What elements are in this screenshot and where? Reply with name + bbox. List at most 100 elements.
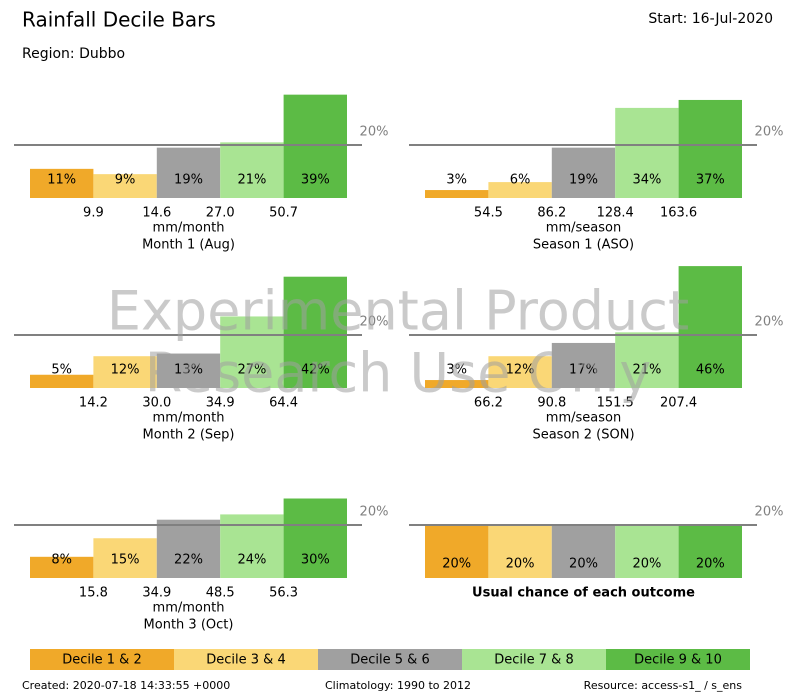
bar bbox=[425, 190, 489, 198]
start-date: Start: 16-Jul-2020 bbox=[648, 11, 773, 27]
bar bbox=[220, 316, 284, 388]
threshold-label: 34.9 bbox=[142, 586, 171, 601]
bar bbox=[425, 380, 489, 388]
threshold-label: 207.4 bbox=[660, 396, 697, 411]
threshold-label: 56.3 bbox=[269, 586, 298, 601]
value-label: 3% bbox=[446, 173, 467, 188]
region: Region: Dubbo bbox=[22, 46, 125, 62]
value-label: 13% bbox=[174, 363, 203, 378]
legend-swatch bbox=[30, 649, 174, 670]
bar bbox=[156, 519, 221, 578]
footer-created: Created: 2020-07-18 14:33:55 +0000 bbox=[22, 679, 230, 692]
bar bbox=[30, 374, 94, 388]
value-label: 20% bbox=[696, 557, 725, 572]
value-label: 8% bbox=[51, 553, 72, 568]
value-label: 15% bbox=[111, 553, 140, 568]
unit-label: mm/month bbox=[153, 221, 225, 236]
bar bbox=[551, 342, 616, 388]
unit-label: mm/month bbox=[153, 601, 225, 616]
reference-label: 20% bbox=[755, 315, 784, 330]
reference-label: 20% bbox=[360, 125, 389, 140]
legend-swatch bbox=[606, 649, 750, 670]
value-label: 9% bbox=[115, 173, 136, 188]
value-label: 12% bbox=[111, 363, 140, 378]
threshold-label: 14.6 bbox=[142, 206, 171, 221]
value-label: 37% bbox=[696, 173, 725, 188]
value-label: 20% bbox=[442, 557, 471, 572]
threshold-label: 50.7 bbox=[269, 206, 298, 221]
watermark: Experimental Product bbox=[107, 280, 689, 343]
threshold-label: 64.4 bbox=[269, 396, 298, 411]
value-label: 5% bbox=[51, 363, 72, 378]
legend-label: Decile 3 & 4 bbox=[206, 653, 285, 668]
value-label: 42% bbox=[301, 363, 330, 378]
threshold-label: 30.0 bbox=[142, 396, 171, 411]
panel-title: Season 2 (SON) bbox=[532, 428, 634, 443]
value-label: 17% bbox=[569, 363, 598, 378]
bar bbox=[93, 174, 157, 198]
unit-label: mm/season bbox=[546, 221, 621, 236]
bar bbox=[425, 525, 489, 578]
value-label: 20% bbox=[569, 557, 598, 572]
bar bbox=[93, 538, 157, 578]
threshold-label: 86.2 bbox=[537, 206, 566, 221]
threshold-label: 34.9 bbox=[206, 396, 235, 411]
bar bbox=[551, 147, 616, 198]
panel-title: Month 1 (Aug) bbox=[142, 238, 235, 253]
panel-title: Season 1 (ASO) bbox=[533, 238, 634, 253]
bar bbox=[156, 147, 221, 198]
reference-label: 20% bbox=[360, 505, 389, 520]
bar bbox=[488, 356, 552, 388]
legend-swatch bbox=[174, 649, 318, 670]
bar bbox=[30, 556, 94, 578]
value-label: 12% bbox=[506, 363, 535, 378]
value-label: 21% bbox=[632, 363, 661, 378]
bar bbox=[678, 266, 742, 388]
threshold-label: 90.8 bbox=[537, 396, 566, 411]
threshold-label: 27.0 bbox=[206, 206, 235, 221]
bar bbox=[283, 94, 347, 198]
footer-resource: Resource: access-s1_ / s_ens bbox=[584, 679, 743, 692]
value-label: 34% bbox=[632, 173, 661, 188]
value-label: 21% bbox=[237, 173, 266, 188]
value-label: 19% bbox=[569, 173, 598, 188]
value-label: 22% bbox=[174, 553, 203, 568]
threshold-label: 9.9 bbox=[83, 206, 104, 221]
bar bbox=[678, 99, 742, 198]
unit-label: mm/season bbox=[546, 411, 621, 426]
bar bbox=[156, 353, 221, 388]
bar bbox=[488, 182, 552, 198]
legend-swatch bbox=[462, 649, 606, 670]
value-label: 20% bbox=[632, 557, 661, 572]
legend-label: Decile 5 & 6 bbox=[350, 653, 429, 668]
bar bbox=[93, 356, 157, 388]
bar bbox=[615, 525, 679, 578]
bar bbox=[551, 525, 616, 578]
value-label: 30% bbox=[301, 553, 330, 568]
value-label: 3% bbox=[446, 363, 467, 378]
panel-title: Month 3 (Oct) bbox=[144, 618, 234, 633]
threshold-label: 151.5 bbox=[597, 396, 634, 411]
value-label: 11% bbox=[47, 173, 76, 188]
threshold-label: 128.4 bbox=[597, 206, 634, 221]
threshold-label: 163.6 bbox=[660, 206, 697, 221]
value-label: 24% bbox=[237, 553, 266, 568]
bar bbox=[220, 514, 284, 578]
bar bbox=[30, 168, 94, 198]
value-label: 6% bbox=[510, 173, 531, 188]
legend-swatch bbox=[318, 649, 462, 670]
legend-label: Decile 1 & 2 bbox=[62, 653, 141, 668]
bar bbox=[678, 525, 742, 578]
reference-label: 20% bbox=[360, 315, 389, 330]
bar bbox=[615, 332, 679, 388]
reference-label: 20% bbox=[755, 505, 784, 520]
bar bbox=[488, 525, 552, 578]
threshold-label: 54.5 bbox=[474, 206, 503, 221]
value-label: 27% bbox=[237, 363, 266, 378]
footer-climatology: Climatology: 1990 to 2012 bbox=[325, 679, 471, 692]
value-label: 19% bbox=[174, 173, 203, 188]
value-label: 39% bbox=[301, 173, 330, 188]
legend-label: Decile 9 & 10 bbox=[634, 653, 722, 668]
bar bbox=[615, 107, 679, 198]
